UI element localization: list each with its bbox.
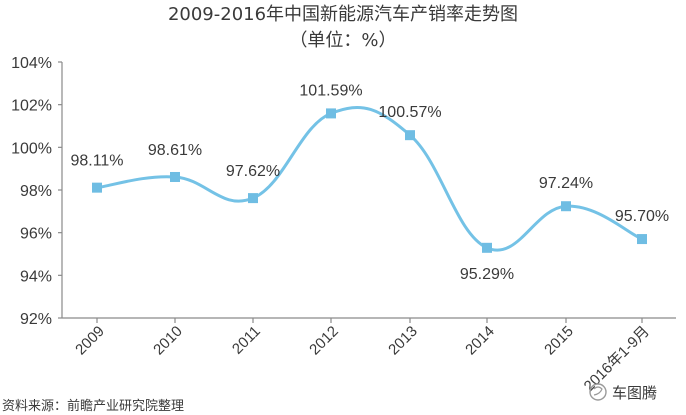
data-label: 95.70%	[615, 208, 669, 225]
x-tick-label: 2009	[72, 323, 108, 359]
watermark: 车图腾	[589, 383, 657, 402]
data-point-marker	[405, 130, 415, 141]
x-tick-label: 2011	[229, 323, 264, 358]
x-axis: 2009 2010 2011 2012 2013 2014 2015 2016年1-9月	[62, 317, 676, 395]
data-label: 95.29%	[460, 266, 514, 283]
data-point-marker	[92, 182, 102, 193]
data-point-marker	[248, 193, 258, 204]
data-point-marker	[482, 242, 492, 253]
data-label: 100.57%	[378, 104, 441, 121]
watermark-logo-glyph	[593, 386, 603, 396]
y-tick-label: 102%	[11, 98, 52, 115]
y-tick-label: 104%	[11, 55, 52, 72]
data-label: 101.59%	[299, 82, 362, 99]
watermark-logo-icon	[589, 383, 607, 401]
x-tick-label: 2012	[306, 323, 342, 359]
y-tick-label: 96%	[20, 226, 52, 243]
x-tick-label: 2014	[462, 323, 498, 359]
y-tick-label: 100%	[11, 140, 52, 157]
data-point-marker	[170, 171, 180, 182]
x-tick-label: 2013	[385, 323, 421, 359]
y-axis: 92% 94% 96% 98% 100% 102% 104%	[11, 55, 63, 328]
y-tick-label: 98%	[20, 183, 52, 200]
watermark-text: 车图腾	[612, 384, 657, 402]
y-tick-label: 92%	[20, 311, 52, 328]
y-tick-label: 94%	[20, 268, 52, 285]
data-point-marker	[561, 201, 571, 212]
data-label: 97.62%	[226, 163, 280, 180]
series-line-group: 98.11% 98.61% 97.62% 101.59% 100.57% 95.29% 97…	[70, 82, 669, 282]
series-line	[95, 105, 644, 252]
source-note: 资料来源：前瞻产业研究院整理	[2, 398, 184, 414]
data-label: 98.61%	[148, 142, 202, 159]
x-tick-label: 2010	[150, 323, 186, 359]
data-point-marker	[326, 108, 336, 119]
chart-title: 2009-2016年中国新能源汽车产销率走势图	[168, 4, 518, 25]
data-label: 98.11%	[70, 153, 123, 170]
x-tick-label: 2015	[541, 323, 577, 359]
data-label: 97.24%	[539, 175, 593, 192]
chart-subtitle: （单位：%）	[289, 30, 396, 51]
data-point-marker	[637, 234, 647, 245]
